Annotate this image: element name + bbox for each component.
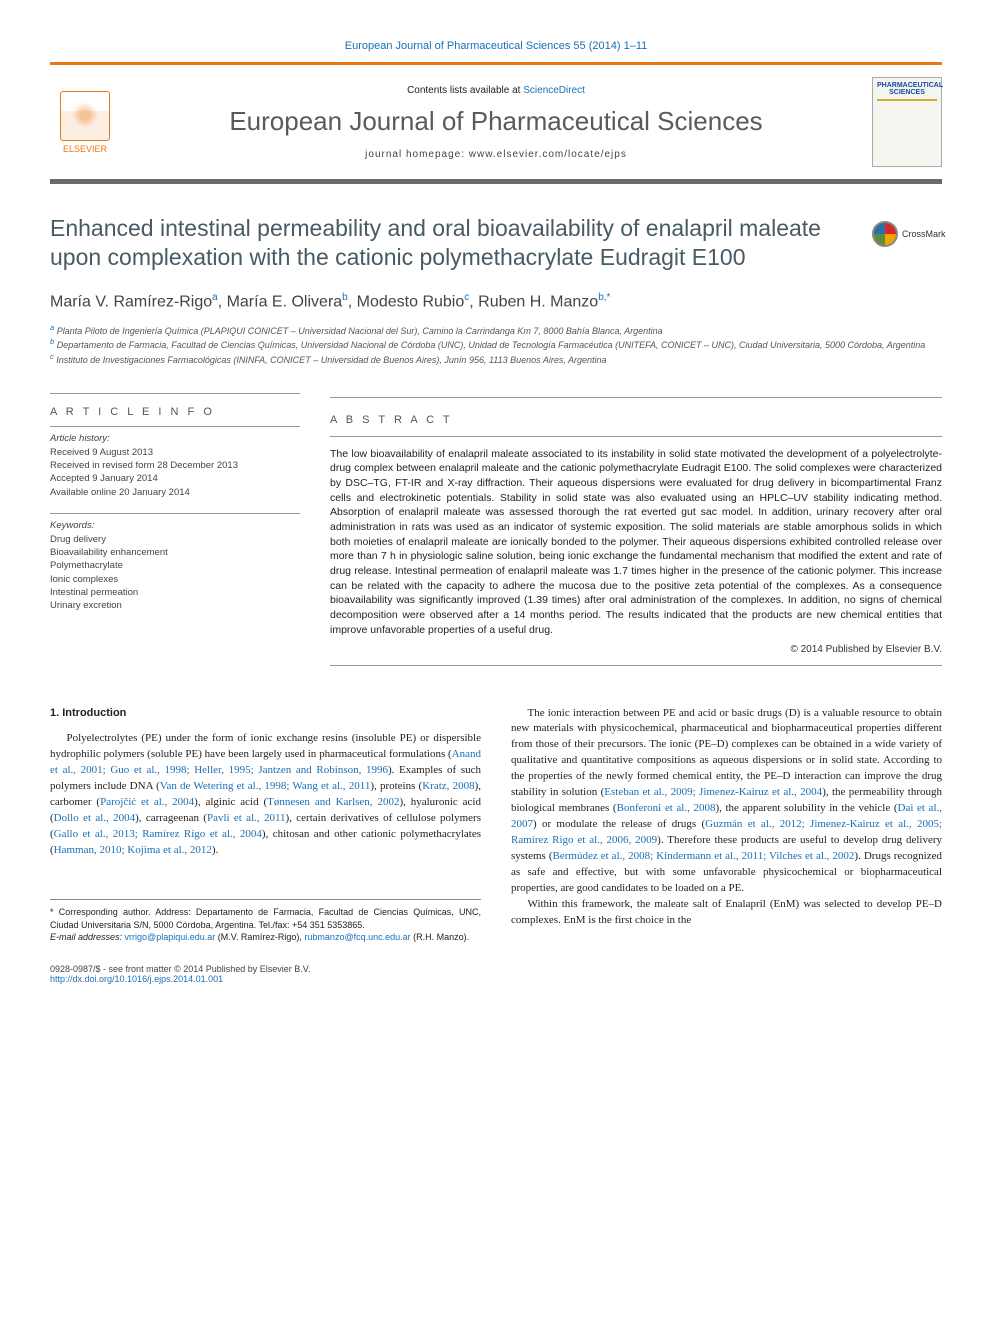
footer-copyright: 0928-0987/$ - see front matter © 2014 Pu… [50, 964, 942, 974]
email-1[interactable]: vrrigo@plapiqui.edu.ar [125, 932, 216, 942]
ref-link[interactable]: Gallo et al., 2013; Ramírez Rigo et al.,… [54, 828, 262, 840]
header-center: Contents lists available at ScienceDirec… [120, 85, 872, 160]
ref-link[interactable]: Dollo et al., 2004 [54, 812, 135, 824]
t1: Polyelectrolytes (PE) under the form of … [50, 732, 481, 760]
author-3[interactable]: Modesto Rubio [357, 293, 465, 310]
footnote-block: * Corresponding author. Address: Departa… [50, 899, 481, 944]
t5: ), alginic acid ( [194, 796, 267, 808]
doi-link[interactable]: http://dx.doi.org/10.1016/j.ejps.2014.01… [50, 974, 942, 984]
keyword-0: Drug delivery [50, 533, 300, 546]
t3: ), proteins ( [370, 780, 422, 792]
authors-line: María V. Ramírez-Rigoa, María E. Olivera… [50, 292, 942, 311]
r4: ) or modulate the release of drugs ( [533, 818, 705, 830]
corresponding-asterisk[interactable]: * [607, 292, 611, 303]
journal-reference[interactable]: European Journal of Pharmaceutical Scien… [50, 40, 942, 52]
journal-homepage[interactable]: journal homepage: www.elsevier.com/locat… [120, 149, 872, 160]
affiliation-b-text: Departamento de Farmacia, Facultad de Ci… [57, 340, 926, 350]
body-two-column: 1. Introduction Polyelectrolytes (PE) un… [50, 706, 942, 944]
affiliation-b: b Departamento de Farmacia, Facultad de … [50, 337, 942, 352]
intro-para-2: The ionic interaction between PE and aci… [511, 706, 942, 897]
ref-link[interactable]: Van de Wetering et al., 1998; Wang et al… [160, 780, 371, 792]
elsevier-tree-icon [60, 91, 110, 141]
journal-header: ELSEVIER Contents lists available at Sci… [50, 62, 942, 184]
ref-link[interactable]: Bermúdez et al., 2008; Kindermann et al.… [553, 850, 855, 862]
intro-para-3: Within this framework, the maleate salt … [511, 897, 942, 929]
journal-name: European Journal of Pharmaceutical Scien… [120, 106, 872, 137]
title-row: Enhanced intestinal permeability and ora… [50, 214, 942, 272]
ref-link[interactable]: Bonferoni et al., 2008 [617, 802, 716, 814]
crossmark-icon [872, 221, 898, 247]
publisher-name: ELSEVIER [63, 144, 107, 154]
intro-heading: 1. Introduction [50, 706, 481, 722]
email-2[interactable]: rubmanzo@fcq.unc.edu.ar [304, 932, 410, 942]
crossmark-label: CrossMark [902, 229, 946, 239]
keyword-3: Ionic complexes [50, 573, 300, 586]
info-abstract-row: A R T I C L E I N F O Article history: R… [50, 387, 942, 676]
abstract-copyright: © 2014 Published by Elsevier B.V. [330, 644, 942, 655]
keyword-4: Intestinal permeation [50, 586, 300, 599]
ref-link[interactable]: Kratz, 2008 [422, 780, 474, 792]
email-1-name: (M.V. Ramírez-Rigo), [215, 932, 304, 942]
email-label: E-mail addresses: [50, 932, 122, 942]
email-2-name: (R.H. Manzo). [411, 932, 470, 942]
elsevier-logo[interactable]: ELSEVIER [50, 82, 120, 162]
keyword-1: Bioavailability enhancement [50, 546, 300, 559]
article-info-column: A R T I C L E I N F O Article history: R… [50, 387, 300, 676]
author-2-aff[interactable]: b [342, 292, 348, 303]
author-1[interactable]: María V. Ramírez-Rigo [50, 293, 212, 310]
journal-cover-thumbnail[interactable]: PHARMACEUTICAL SCIENCES [872, 77, 942, 167]
article-info-heading: A R T I C L E I N F O [50, 400, 300, 418]
author-4-aff[interactable]: b, [598, 292, 606, 303]
sciencedirect-link[interactable]: ScienceDirect [523, 85, 585, 96]
contents-prefix: Contents lists available at [407, 85, 523, 96]
abstract-column: A B S T R A C T The low bioavailability … [330, 387, 942, 676]
author-2[interactable]: María E. Olivera [227, 293, 343, 310]
r1: The ionic interaction between PE and aci… [511, 707, 942, 799]
affiliation-c: c Instituto de Investigaciones Farmacoló… [50, 352, 942, 367]
article-title: Enhanced intestinal permeability and ora… [50, 214, 860, 272]
footer: 0928-0987/$ - see front matter © 2014 Pu… [50, 964, 942, 984]
affiliations: a Planta Piloto de Ingeniería Química (P… [50, 323, 942, 367]
abstract-heading: A B S T R A C T [330, 408, 942, 426]
ref-link[interactable]: Pavli et al., 2011 [207, 812, 286, 824]
author-4[interactable]: Ruben H. Manzo [478, 293, 598, 310]
contents-available: Contents lists available at ScienceDirec… [120, 85, 872, 96]
ref-link[interactable]: Esteban et al., 2009; Jimenez-Kairuz et … [604, 786, 822, 798]
history-1: Received in revised form 28 December 201… [50, 459, 300, 472]
intro-para-1: Polyelectrolytes (PE) under the form of … [50, 731, 481, 859]
affiliation-a-text: Planta Piloto de Ingeniería Química (PLA… [57, 326, 663, 336]
history-3: Available online 20 January 2014 [50, 486, 300, 499]
cover-title: PHARMACEUTICAL SCIENCES [877, 82, 937, 101]
ref-link[interactable]: Hamman, 2010; Kojima et al., 2012 [54, 844, 212, 856]
affiliation-c-text: Instituto de Investigaciones Farmacológi… [56, 355, 606, 365]
history-label: Article history: [50, 433, 300, 444]
history-2: Accepted 9 January 2014 [50, 472, 300, 485]
r3: ), the apparent solubility in the vehicl… [715, 802, 897, 814]
t7: ), carrageenan ( [135, 812, 207, 824]
author-3-aff[interactable]: c [464, 292, 469, 303]
keyword-5: Urinary excretion [50, 599, 300, 612]
abstract-text: The low bioavailability of enalapril mal… [330, 447, 942, 638]
keywords-label: Keywords: [50, 520, 300, 531]
ref-link[interactable]: Tønnesen and Karlsen, 2002 [267, 796, 399, 808]
email-line: E-mail addresses: vrrigo@plapiqui.edu.ar… [50, 931, 481, 944]
t10: ). [212, 844, 218, 856]
header-left: ELSEVIER [50, 82, 120, 162]
corresponding-author: * Corresponding author. Address: Departa… [50, 906, 481, 931]
ref-link[interactable]: Parojčić et al., 2004 [100, 796, 194, 808]
crossmark-badge[interactable]: CrossMark [872, 214, 942, 254]
body-col-right: The ionic interaction between PE and aci… [511, 706, 942, 944]
keyword-2: Polymethacrylate [50, 559, 300, 572]
affiliation-a: a Planta Piloto de Ingeniería Química (P… [50, 323, 942, 338]
author-1-aff[interactable]: a [212, 292, 218, 303]
history-0: Received 9 August 2013 [50, 446, 300, 459]
body-col-left: 1. Introduction Polyelectrolytes (PE) un… [50, 706, 481, 944]
